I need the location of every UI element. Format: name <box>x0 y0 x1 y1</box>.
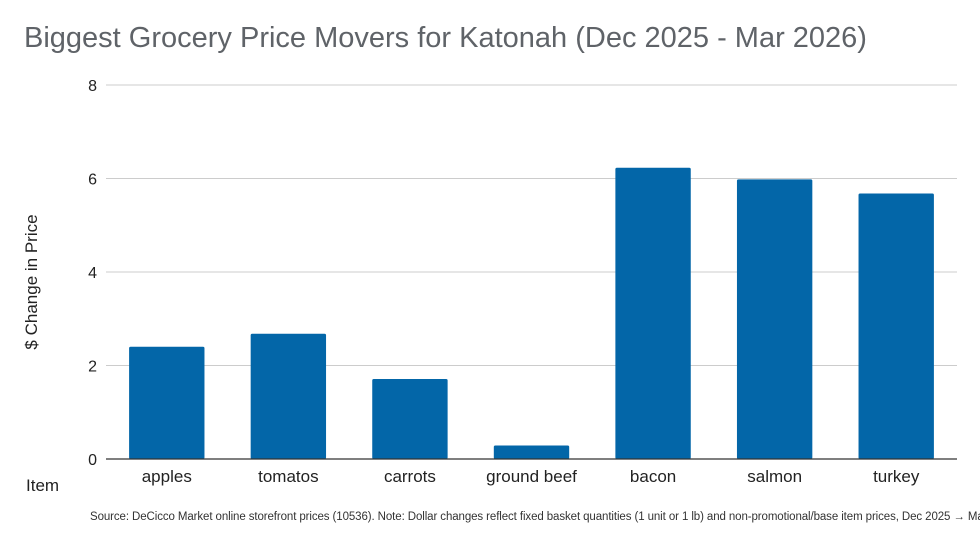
y-tick-label: 4 <box>88 265 97 282</box>
bar <box>372 379 448 459</box>
y-tick-label: 2 <box>88 359 97 376</box>
x-tick-label: tomatos <box>258 467 318 486</box>
x-tick-label: carrots <box>384 467 436 486</box>
x-tick-label: bacon <box>630 467 676 486</box>
bar <box>736 179 813 459</box>
y-tick-label: 6 <box>88 172 97 189</box>
x-tick-label: apples <box>142 467 192 486</box>
bar <box>615 167 691 459</box>
chart-title: Biggest Grocery Price Movers for Katonah… <box>24 22 867 54</box>
bar <box>493 445 570 459</box>
bar <box>250 333 327 459</box>
x-tick-label: ground beef <box>486 467 577 486</box>
source-note: Source: DeCicco Market online storefront… <box>90 511 980 523</box>
bar <box>858 193 934 459</box>
x-tick-label: turkey <box>873 467 920 486</box>
x-axis-label: Item <box>26 476 60 495</box>
bar <box>129 346 205 459</box>
y-tick-label: 0 <box>88 452 97 469</box>
x-tick-label: salmon <box>747 467 802 486</box>
y-tick-label: 8 <box>88 78 97 95</box>
